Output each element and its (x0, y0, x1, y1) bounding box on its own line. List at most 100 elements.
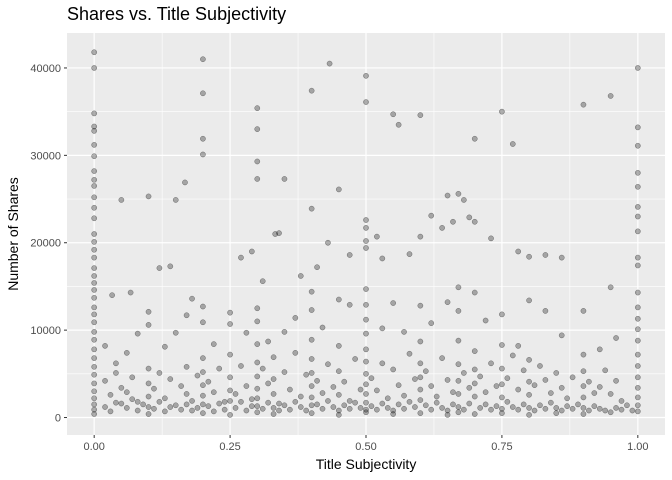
data-point (189, 398, 195, 404)
data-point (417, 112, 424, 119)
y-tick-label: 30000 (30, 150, 61, 162)
y-tick-label: 20000 (30, 238, 61, 250)
data-point (134, 407, 141, 414)
data-point (580, 405, 587, 411)
data-point (499, 342, 505, 348)
data-point (91, 215, 98, 222)
data-point (634, 254, 641, 261)
data-point (401, 329, 407, 335)
data-point (363, 346, 369, 353)
data-point (613, 405, 619, 411)
data-point (325, 239, 331, 246)
data-point (634, 363, 641, 369)
data-point (352, 356, 358, 362)
data-point (162, 395, 168, 402)
data-point (127, 289, 134, 296)
data-point (91, 287, 98, 293)
data-point (526, 378, 532, 385)
data-point (493, 383, 500, 389)
data-point (450, 389, 456, 396)
data-point (444, 377, 451, 383)
data-point (227, 412, 233, 418)
data-point (499, 311, 505, 318)
data-point (91, 380, 98, 387)
data-point (357, 386, 364, 393)
data-point (91, 65, 98, 71)
data-point (488, 406, 494, 413)
data-point (210, 389, 217, 396)
y-tick-label: 0 (55, 413, 61, 425)
data-point (368, 375, 375, 382)
data-point (102, 377, 108, 384)
data-point (308, 336, 315, 343)
data-point (575, 401, 581, 408)
data-point (254, 395, 261, 402)
data-point (390, 407, 397, 414)
data-point (308, 370, 315, 376)
data-point (254, 385, 261, 392)
data-point (172, 197, 179, 203)
data-point (542, 405, 549, 412)
data-point (254, 305, 261, 312)
data-point (335, 391, 342, 398)
data-point (634, 304, 641, 311)
data-point (499, 394, 505, 401)
x-tick-label: 0.25 (219, 441, 240, 453)
data-point (156, 370, 163, 376)
data-point (374, 406, 380, 413)
data-point (243, 383, 250, 389)
data-point (482, 317, 489, 324)
data-point (634, 384, 641, 391)
data-point (259, 405, 266, 412)
data-point (602, 367, 609, 374)
data-point (455, 190, 462, 197)
data-point (439, 225, 445, 231)
data-point (91, 371, 98, 378)
data-point (602, 407, 609, 414)
data-point (91, 142, 98, 148)
data-point (276, 407, 282, 414)
data-point (129, 374, 136, 381)
data-point (461, 197, 467, 203)
data-point (379, 255, 386, 262)
data-point (547, 399, 554, 406)
data-point (254, 105, 261, 112)
data-point (493, 403, 500, 410)
y-tick-label: 10000 (30, 325, 61, 337)
data-point (499, 410, 505, 416)
data-point (156, 265, 163, 271)
data-point (395, 401, 402, 408)
data-point (102, 404, 108, 410)
data-point (200, 135, 206, 142)
data-point (363, 358, 369, 365)
data-point (634, 289, 641, 296)
y-tick-label: 40000 (30, 63, 61, 75)
data-point (580, 394, 587, 401)
data-point (91, 110, 98, 117)
data-point (91, 183, 98, 189)
x-tick-label: 0.50 (355, 441, 376, 453)
data-point (450, 218, 456, 225)
data-point (189, 295, 195, 302)
data-point (167, 263, 174, 270)
data-point (363, 370, 369, 377)
data-point (91, 204, 98, 211)
data-point (634, 169, 641, 176)
data-point (91, 176, 98, 183)
data-point (156, 398, 163, 405)
data-point (145, 411, 152, 417)
data-point (308, 394, 315, 401)
data-point (200, 392, 206, 399)
data-point (412, 404, 418, 410)
data-point (270, 376, 277, 382)
data-point (254, 176, 261, 182)
data-point (145, 308, 152, 315)
data-point (200, 319, 206, 326)
data-point (417, 302, 424, 309)
data-point (390, 366, 397, 373)
data-point (455, 361, 462, 368)
data-point (499, 108, 505, 115)
data-point (455, 308, 462, 314)
data-point (227, 387, 233, 394)
data-point (91, 395, 98, 402)
